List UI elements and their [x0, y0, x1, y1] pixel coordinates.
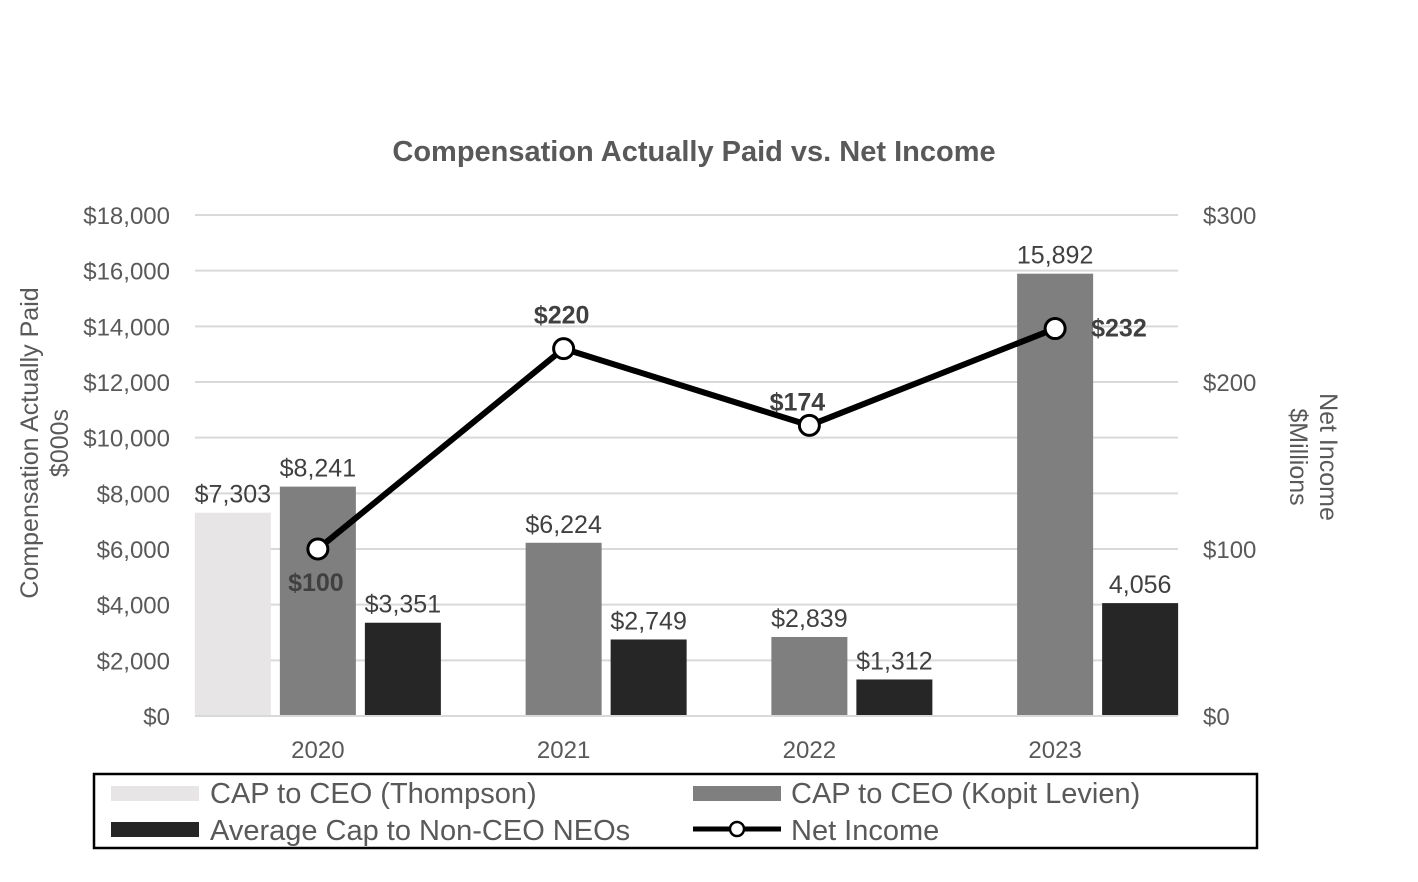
- bar: [1017, 273, 1094, 716]
- bar-data-label: $2,839: [771, 605, 847, 633]
- y2-tick-label: $100: [1203, 537, 1256, 564]
- y-tick-label: $16,000: [83, 259, 170, 286]
- bar-data-label: $2,749: [610, 607, 686, 635]
- bar: [364, 622, 441, 716]
- bars: $7,303 $8,241 $3,351 $6,224 $2,749 $2,839 $1,3…: [194, 242, 1179, 716]
- bar-data-label: $1,312: [856, 647, 932, 675]
- bar: [610, 639, 687, 716]
- legend-swatch-kopit-levien: [693, 786, 781, 801]
- bar-data-label: $6,224: [525, 511, 602, 539]
- y-tick-label: $10,000: [83, 426, 170, 453]
- net-income-data-label: $232: [1091, 315, 1147, 343]
- net-income-line: $100 $220 $174 $232: [288, 302, 1147, 597]
- bar-data-label: $7,303: [195, 481, 271, 509]
- bar-data-label: 4,056: [1109, 571, 1172, 599]
- x-tick-label: 2023: [1028, 737, 1081, 764]
- y-axis-title-line1: Compensation Actually Paid: [16, 287, 44, 598]
- y-tick-label: $2,000: [97, 648, 170, 675]
- net-income-marker: [306, 537, 330, 561]
- y-tick-label: $8,000: [97, 481, 170, 508]
- y-tick-label: $4,000: [97, 593, 170, 620]
- legend-label-net-income: Net Income: [791, 815, 939, 847]
- y-tick-label: $6,000: [97, 537, 170, 564]
- y2-axis-title-line2: $Millions: [1284, 408, 1312, 505]
- bar: [194, 512, 271, 716]
- bar: [856, 679, 933, 716]
- net-income-data-label: $174: [770, 388, 826, 416]
- y-axis-title-line2: $000s: [46, 409, 74, 477]
- x-tick-label: 2022: [783, 737, 836, 764]
- net-income-marker: [797, 413, 821, 437]
- net-income-marker: [1043, 317, 1067, 341]
- x-tick-label: 2021: [537, 737, 590, 764]
- bar-data-label: $3,351: [365, 591, 441, 619]
- chart-title: Compensation Actually Paid vs. Net Incom…: [392, 136, 995, 168]
- y2-tick-label: $200: [1203, 370, 1256, 397]
- bar: [279, 486, 356, 716]
- legend-label-kopit-levien: CAP to CEO (Kopit Levien): [791, 778, 1140, 810]
- bar: [771, 636, 848, 716]
- net-income-data-label: $220: [534, 302, 590, 330]
- y-tick-label: $14,000: [83, 314, 170, 341]
- y2-tick-label: $0: [1203, 704, 1230, 731]
- legend-swatch-thompson: [111, 786, 199, 801]
- y-axis-right: $0 $100 $200 $300: [1203, 203, 1256, 731]
- y-tick-label: $12,000: [83, 370, 170, 397]
- net-income-polyline: [315, 325, 1057, 552]
- gridlines: [195, 214, 1178, 662]
- legend-box: [92, 772, 1259, 850]
- y-tick-label: $0: [143, 704, 170, 731]
- bar: [1102, 603, 1179, 716]
- x-tick-label: 2020: [291, 737, 344, 764]
- legend-label-thompson: CAP to CEO (Thompson): [210, 778, 537, 810]
- bar-data-label: 15,892: [1017, 242, 1093, 270]
- y-axis-left: $0 $2,000 $4,000 $6,000 $8,000 $10,000 $12,000…: [83, 203, 170, 731]
- bar: [525, 542, 602, 716]
- legend: CAP to CEO (Thompson) CAP to CEO (Kopit …: [92, 772, 1259, 850]
- net-income-data-label: $100: [288, 569, 344, 597]
- net-income-marker: [552, 337, 576, 361]
- y-tick-label: $18,000: [83, 203, 170, 230]
- y2-tick-label: $300: [1203, 203, 1256, 230]
- legend-label-non-ceo: Average Cap to Non-CEO NEOs: [210, 815, 630, 847]
- x-axis: 2020 2021 2022 2023: [195, 715, 1178, 764]
- y2-axis-title-line1: Net Income: [1314, 393, 1342, 521]
- legend-swatch-net-income-marker: [728, 820, 746, 838]
- legend-swatch-non-ceo: [111, 822, 199, 837]
- bar-data-label: $8,241: [280, 455, 356, 483]
